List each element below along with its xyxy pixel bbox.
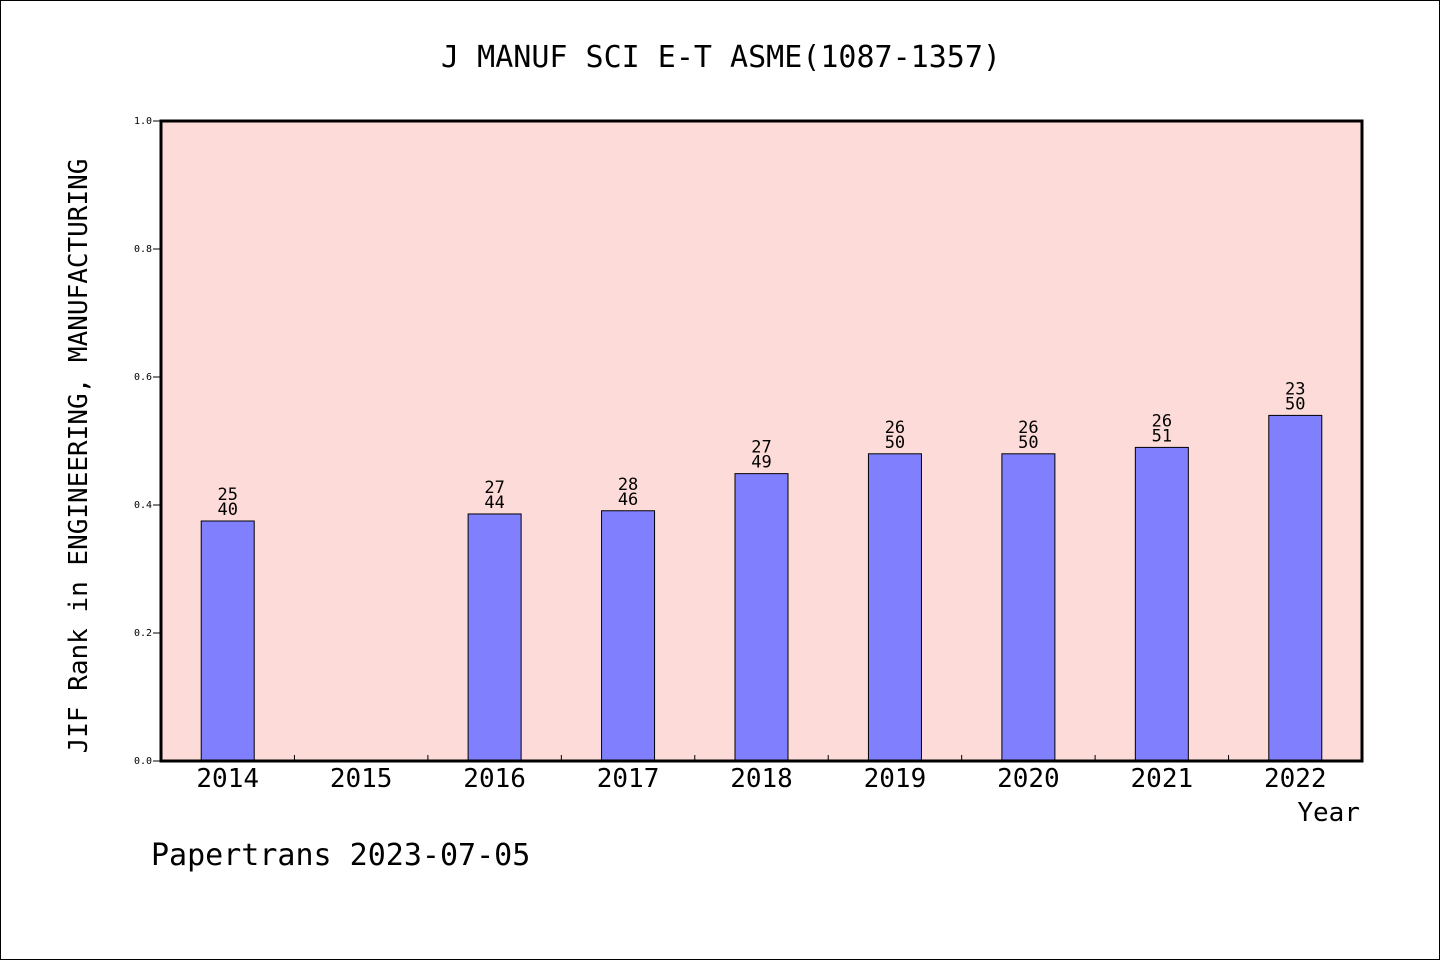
x-tick-label: 2017 — [597, 764, 660, 794]
x-tick-label: 2021 — [1131, 764, 1194, 794]
bar-total-label: 40 — [217, 500, 237, 520]
bars-group — [200, 414, 1323, 762]
y-tick-label: 1.0 — [134, 116, 152, 127]
bar-2022 — [1268, 414, 1323, 762]
x-axis: 2014 2015 2016 2017 2018 2019 2020 2021 2022 — [196, 755, 1327, 794]
bar-rank-label: 26 — [885, 418, 905, 438]
bar-total-label: 49 — [751, 453, 771, 473]
bar-rank-label: 28 — [618, 475, 638, 495]
y-axis: 0.0 0.2 0.4 0.6 0.8 1.0 — [134, 116, 161, 767]
bar-total-label: 50 — [1018, 433, 1038, 453]
x-tick-label: 2022 — [1264, 764, 1327, 794]
bar-2018 — [734, 473, 789, 762]
footer-credit: Papertrans 2023-07-05 — [151, 838, 530, 873]
bar-total-label: 50 — [1285, 394, 1305, 414]
bar-rank-label: 26 — [1152, 411, 1172, 431]
bar-2016 — [467, 513, 522, 762]
x-tick-label: 2015 — [330, 764, 393, 794]
x-tick-label: 2019 — [864, 764, 927, 794]
plot-border — [159, 119, 1364, 763]
bar-total-label: 50 — [885, 433, 905, 453]
x-tick-label: 2016 — [463, 764, 526, 794]
bar-2020 — [1001, 453, 1056, 762]
x-tick-label: 2020 — [997, 764, 1060, 794]
chart-title: J MANUF SCI E-T ASME(1087-1357) — [441, 40, 1001, 75]
bar-rank-label: 27 — [751, 438, 771, 458]
y-axis-label: JIF Rank in ENGINEERING, MANUFACTURING — [64, 159, 94, 754]
bar-2021 — [1134, 446, 1189, 762]
x-axis-label: Year — [1297, 798, 1360, 828]
y-tick-label: 0.6 — [134, 372, 152, 383]
bar-2017 — [601, 510, 656, 762]
bar-rank-label: 25 — [217, 485, 237, 505]
y-tick-label: 0.2 — [134, 628, 152, 639]
bar-2014 — [200, 520, 255, 762]
bar-rank-label: 23 — [1285, 379, 1305, 399]
bar-rank-label: 26 — [1018, 418, 1038, 438]
bar-2019 — [867, 453, 922, 762]
x-tick-label: 2014 — [196, 764, 259, 794]
y-tick-label: 0.8 — [134, 244, 152, 255]
x-tick-label: 2018 — [730, 764, 793, 794]
bar-rank-label: 27 — [484, 478, 504, 498]
bar-total-label: 44 — [484, 493, 504, 513]
y-tick-label: 0.0 — [134, 756, 152, 767]
bar-total-label: 46 — [618, 490, 638, 510]
y-tick-label: 0.4 — [134, 500, 152, 511]
bar-total-label: 51 — [1152, 426, 1172, 446]
